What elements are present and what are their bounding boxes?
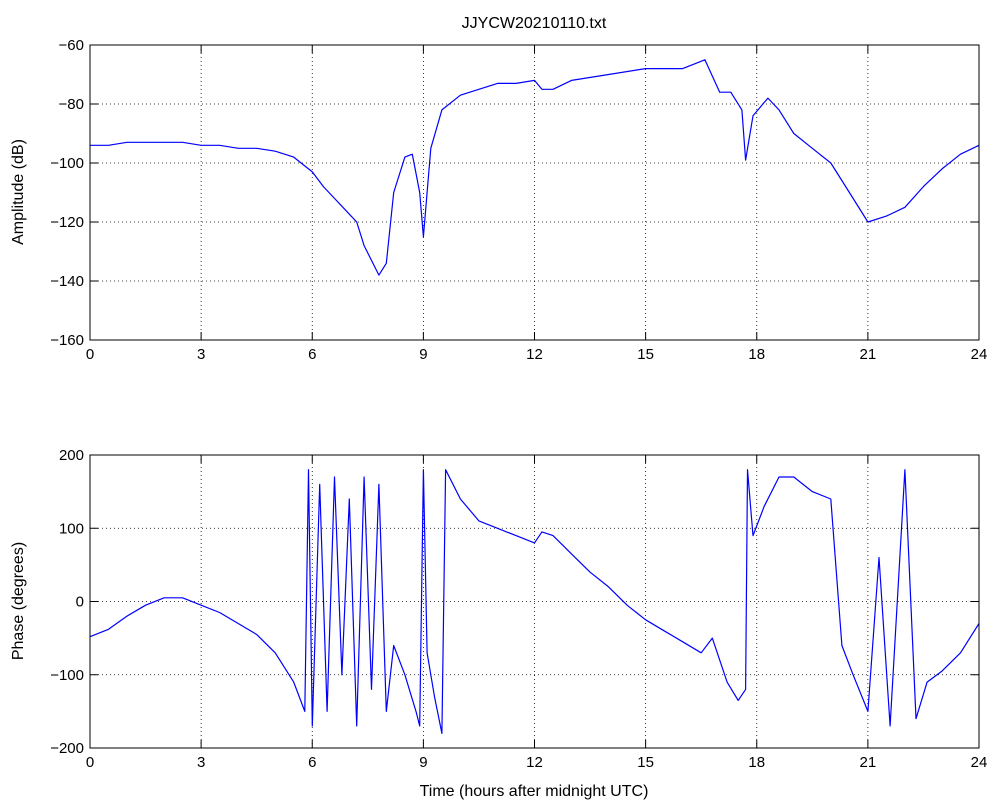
amplitude-y-ticks: −60 −80 −100 −120 −140 −160 bbox=[50, 37, 979, 349]
phase-x-tick-label: 18 bbox=[748, 754, 765, 771]
chart-title: JJYCW20210110.txt bbox=[462, 15, 607, 32]
amplitude-y-tick-label: −160 bbox=[50, 332, 84, 349]
phase-x-tick-label: 24 bbox=[971, 754, 988, 771]
phase-x-ticks: 0 3 6 9 12 15 18 21 24 bbox=[86, 455, 988, 771]
amplitude-x-tick-label: 0 bbox=[86, 346, 94, 363]
phase-x-tick-label: 9 bbox=[419, 754, 427, 771]
amplitude-series-line bbox=[90, 59, 980, 276]
amplitude-x-tick-label: 3 bbox=[197, 346, 205, 363]
amplitude-y-axis-label: Amplitude (dB) bbox=[10, 139, 27, 245]
phase-x-tick-label: 3 bbox=[197, 754, 205, 771]
phase-y-tick-label: 0 bbox=[76, 594, 84, 611]
x-axis-label: Time (hours after midnight UTC) bbox=[420, 783, 649, 800]
amplitude-y-tick-label: −80 bbox=[59, 96, 84, 113]
amplitude-plot: JJYCW20210110.txt Amplitude (dB) 0 3 6 9 12 1… bbox=[10, 15, 987, 363]
phase-y-tick-label: −200 bbox=[50, 740, 84, 757]
amplitude-y-tick-label: −120 bbox=[50, 214, 84, 231]
amplitude-x-tick-label: 12 bbox=[526, 346, 543, 363]
amplitude-y-tick-label: −100 bbox=[50, 155, 84, 172]
amplitude-series bbox=[90, 59, 980, 276]
phase-series-line bbox=[89, 469, 980, 734]
amplitude-x-tick-label: 6 bbox=[308, 346, 316, 363]
amplitude-x-ticks: 0 3 6 9 12 15 18 21 24 bbox=[86, 45, 988, 363]
phase-x-tick-label: 6 bbox=[308, 754, 316, 771]
phase-y-axis-label: Phase (degrees) bbox=[10, 542, 27, 660]
amplitude-y-tick-label: −60 bbox=[59, 37, 84, 54]
amplitude-x-tick-label: 24 bbox=[971, 346, 988, 363]
amplitude-x-tick-label: 15 bbox=[637, 346, 654, 363]
phase-x-tick-label: 21 bbox=[860, 754, 877, 771]
amplitude-x-tick-label: 9 bbox=[419, 346, 427, 363]
phase-plot: Phase (degrees) Time (hours after midnig… bbox=[10, 447, 987, 800]
phase-x-tick-label: 0 bbox=[86, 754, 94, 771]
phase-x-tick-label: 15 bbox=[637, 754, 654, 771]
amplitude-y-tick-label: −140 bbox=[50, 273, 84, 290]
phase-y-ticks: 200 100 0 −100 −200 bbox=[50, 447, 979, 757]
phase-y-tick-label: 100 bbox=[59, 520, 84, 537]
amplitude-x-tick-label: 21 bbox=[860, 346, 877, 363]
phase-series bbox=[89, 469, 980, 734]
amplitude-x-tick-label: 18 bbox=[748, 346, 765, 363]
phase-y-tick-label: −100 bbox=[50, 667, 84, 684]
phase-y-tick-label: 200 bbox=[59, 447, 84, 464]
phase-x-tick-label: 12 bbox=[526, 754, 543, 771]
